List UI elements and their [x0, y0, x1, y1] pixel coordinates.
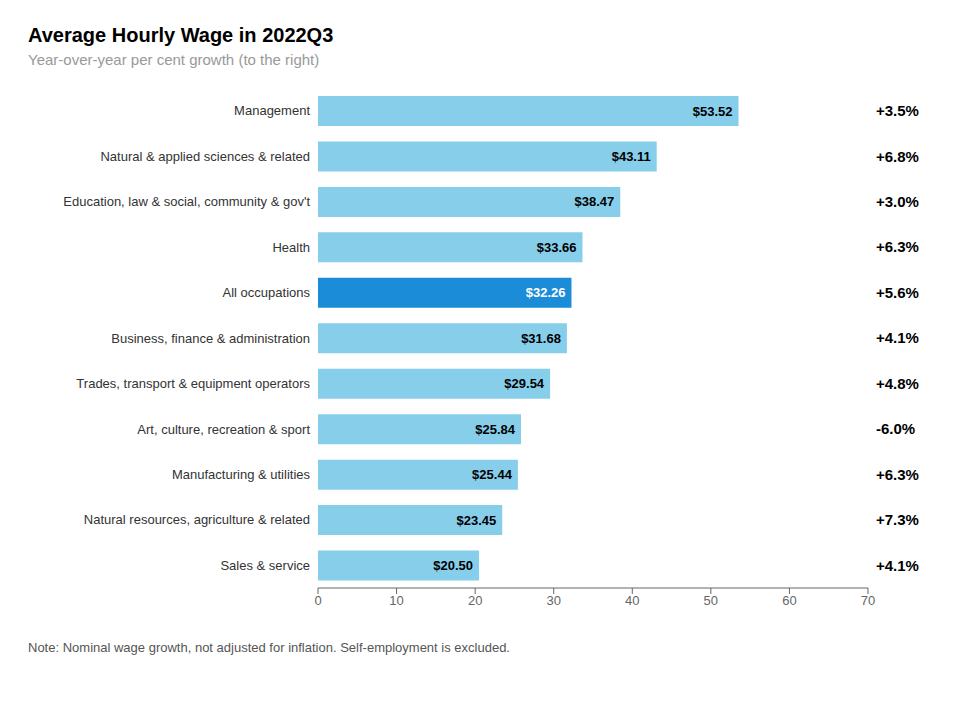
html-text:Note: Nominal wage growth, not: Note: Nominal wage growth, not adjusted … [28, 640, 510, 655]
svg-text:+5.6%: +5.6% [876, 284, 919, 301]
svg-text:Natural & applied sciences & r: Natural & applied sciences & related [100, 149, 310, 164]
svg-text:$20.50: $20.50 [433, 558, 473, 573]
svg-text:+4.1%: +4.1% [876, 557, 919, 574]
svg-text:40: 40 [625, 593, 639, 608]
svg-text:$38.47: $38.47 [574, 194, 614, 209]
svg-text:Natural resources, agriculture: Natural resources, agriculture & related [84, 512, 310, 527]
svg-text:Education, law & social, commu: Education, law & social, community & gov… [63, 194, 310, 209]
svg-text:$43.11: $43.11 [612, 149, 651, 164]
svg-text:Art, culture, recreation & spo: Art, culture, recreation & sport [137, 422, 310, 437]
svg-text:Manufacturing & utilities: Manufacturing & utilities [172, 467, 311, 482]
svg-text:70: 70 [861, 593, 875, 608]
svg-text:Management: Management [234, 103, 310, 118]
svg-text:+6.3%: +6.3% [876, 466, 919, 483]
svg-text:Health: Health [272, 240, 310, 255]
svg-text:$23.45: $23.45 [456, 513, 496, 528]
svg-text:10: 10 [389, 593, 403, 608]
svg-text:+4.8%: +4.8% [876, 375, 919, 392]
svg-text:$53.52: $53.52 [693, 104, 733, 119]
svg-text:All occupations: All occupations [223, 285, 311, 300]
svg-text:+4.1%: +4.1% [876, 329, 919, 346]
svg-text:$33.66: $33.66 [537, 240, 577, 255]
html-text:Year-over-year per cent growth: Year-over-year per cent growth (to the r… [28, 51, 320, 68]
svg-text:50: 50 [704, 593, 718, 608]
svg-text:+3.0%: +3.0% [876, 193, 919, 210]
svg-text:$25.44: $25.44 [472, 467, 513, 482]
svg-text:+3.5%: +3.5% [876, 102, 919, 119]
svg-text:$32.26: $32.26 [526, 285, 566, 300]
svg-text:+6.3%: +6.3% [876, 238, 919, 255]
svg-text:$31.68: $31.68 [521, 331, 561, 346]
svg-text:Business, finance & administra: Business, finance & administration [111, 331, 310, 346]
svg-text:30: 30 [546, 593, 560, 608]
svg-text:Trades, transport & equipment: Trades, transport & equipment operators [76, 376, 310, 391]
svg-text:20: 20 [468, 593, 482, 608]
svg-text:0: 0 [314, 593, 321, 608]
svg-text:Sales & service: Sales & service [220, 558, 310, 573]
html-text:Average Hourly Wage in 2022Q3: Average Hourly Wage in 2022Q3 [28, 24, 334, 46]
svg-text:60: 60 [782, 593, 796, 608]
svg-text:+7.3%: +7.3% [876, 511, 919, 528]
svg-text:-6.0%: -6.0% [876, 420, 915, 437]
svg-text:$25.84: $25.84 [475, 422, 516, 437]
svg-text:$29.54: $29.54 [504, 376, 545, 391]
svg-text:+6.8%: +6.8% [876, 148, 919, 165]
